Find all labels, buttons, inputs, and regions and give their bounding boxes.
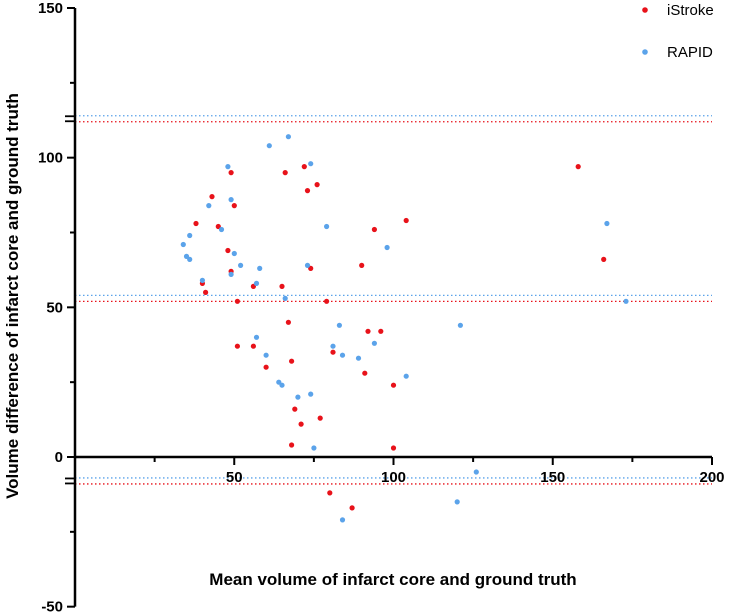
- point-rapid-15: [263, 352, 269, 358]
- axes: [65, 7, 713, 608]
- y-tick-label: 50: [46, 299, 63, 316]
- point-rapid-13: [253, 280, 260, 286]
- point-istroke-34: [378, 328, 384, 334]
- point-istroke-27: [327, 490, 333, 496]
- point-rapid-12: [253, 334, 260, 340]
- tick-labels: -50 0 50 100 150 50 100 150 200: [38, 0, 725, 616]
- x-axis-title: Mean volume of infarct core and ground t…: [209, 570, 576, 589]
- point-rapid-39: [623, 298, 629, 304]
- point-rapid-16: [266, 143, 272, 149]
- point-rapid-31: [355, 355, 362, 361]
- y-axis-title: Volume difference of infarct core and gr…: [3, 93, 22, 499]
- point-istroke-26: [324, 298, 330, 304]
- y-tick-label: 150: [38, 0, 63, 17]
- point-rapid-6: [218, 226, 225, 233]
- point-istroke-28: [330, 349, 336, 355]
- point-istroke-0: [193, 220, 199, 227]
- point-rapid-28: [336, 322, 342, 328]
- point-rapid-2: [187, 232, 193, 239]
- point-rapid-23: [308, 161, 314, 167]
- point-istroke-17: [289, 358, 295, 364]
- y-tick-label: 100: [38, 150, 63, 167]
- point-istroke-7: [228, 170, 234, 176]
- point-istroke-14: [279, 283, 285, 289]
- legend-label-istroke: iStroke: [667, 2, 714, 19]
- point-istroke-35: [390, 382, 397, 388]
- point-istroke-15: [282, 170, 288, 176]
- point-istroke-3: [209, 194, 215, 200]
- point-istroke-18: [289, 442, 295, 448]
- reference-lines: [75, 115, 712, 485]
- point-istroke-9: [234, 298, 240, 304]
- point-istroke-10: [234, 343, 240, 349]
- x-tick-label: 200: [699, 469, 724, 486]
- point-rapid-34: [403, 373, 409, 379]
- point-rapid-20: [285, 134, 291, 140]
- point-istroke-37: [403, 217, 409, 224]
- point-istroke-13: [263, 364, 269, 370]
- point-rapid-30: [339, 517, 346, 523]
- point-rapid-26: [324, 223, 330, 230]
- point-rapid-24: [308, 391, 314, 397]
- point-istroke-30: [359, 262, 365, 268]
- data-points: [180, 134, 629, 523]
- point-rapid-33: [384, 244, 390, 251]
- legend-label-rapid: RAPID: [667, 44, 713, 61]
- point-istroke-31: [362, 370, 368, 376]
- point-rapid-18: [279, 382, 285, 388]
- point-rapid-21: [295, 394, 301, 400]
- point-istroke-2: [203, 289, 209, 295]
- point-rapid-5: [206, 203, 212, 209]
- y-tick-label: 0: [55, 449, 63, 466]
- point-rapid-25: [311, 445, 317, 451]
- point-rapid-29: [339, 352, 346, 358]
- point-rapid-7: [225, 164, 231, 170]
- point-istroke-11: [250, 343, 256, 349]
- point-istroke-20: [298, 421, 304, 427]
- point-rapid-0: [180, 241, 186, 248]
- point-rapid-10: [231, 250, 237, 257]
- legend-marker-rapid: [642, 49, 648, 55]
- point-rapid-14: [257, 265, 263, 271]
- point-istroke-21: [301, 164, 307, 170]
- point-istroke-33: [371, 226, 377, 233]
- point-istroke-29: [349, 505, 355, 511]
- y-tick-label: -50: [41, 599, 63, 616]
- point-rapid-19: [282, 295, 288, 301]
- point-istroke-8: [231, 203, 237, 209]
- point-rapid-35: [457, 322, 463, 328]
- point-istroke-22: [304, 188, 311, 194]
- point-istroke-25: [317, 415, 323, 421]
- point-rapid-38: [604, 220, 610, 227]
- point-rapid-36: [454, 499, 460, 505]
- point-rapid-37: [473, 469, 479, 475]
- point-rapid-8: [228, 197, 234, 203]
- point-rapid-9: [228, 271, 234, 277]
- point-rapid-3: [187, 256, 193, 262]
- point-rapid-11: [238, 262, 244, 268]
- point-istroke-19: [292, 406, 298, 412]
- point-istroke-32: [365, 328, 371, 334]
- x-tick-label: 50: [226, 469, 243, 486]
- x-tick-label: 100: [381, 469, 406, 486]
- legend-marker-istroke: [642, 7, 648, 13]
- point-istroke-38: [575, 164, 581, 170]
- x-tick-label: 150: [540, 469, 565, 486]
- legend: iStroke RAPID: [642, 2, 714, 61]
- point-istroke-36: [390, 445, 397, 451]
- point-rapid-4: [199, 277, 205, 283]
- point-rapid-32: [371, 340, 377, 346]
- point-rapid-22: [304, 262, 311, 268]
- point-istroke-16: [285, 319, 291, 325]
- point-istroke-24: [314, 182, 320, 188]
- point-istroke-39: [601, 256, 607, 262]
- point-istroke-5: [225, 247, 231, 254]
- point-rapid-27: [330, 343, 336, 349]
